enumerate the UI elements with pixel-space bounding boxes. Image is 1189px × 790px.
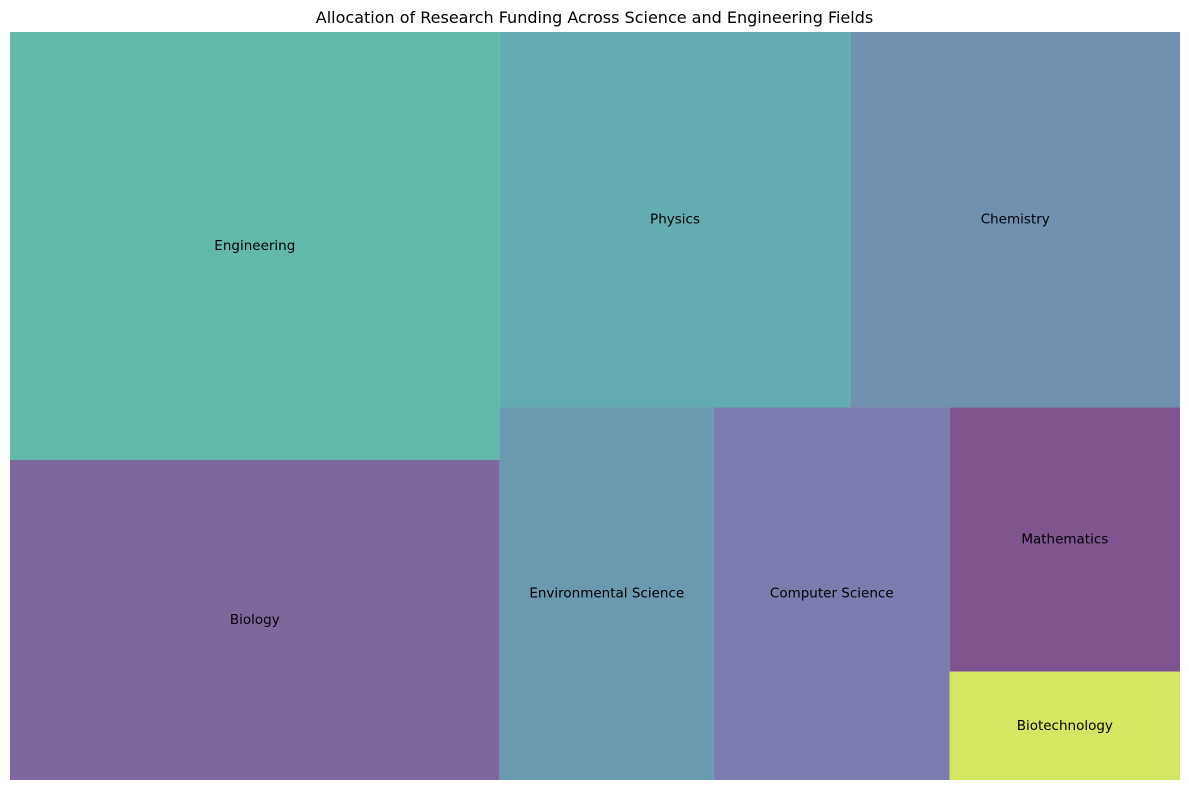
- tile-engineering: [10, 32, 500, 461]
- tile-label-environmental-science: Environmental Science: [529, 586, 684, 602]
- tile-label-mathematics: Mathematics: [1021, 532, 1108, 548]
- tile-label-physics: Physics: [650, 212, 700, 228]
- tile-biotechnology: [949, 671, 1180, 780]
- tile-mathematics: [949, 407, 1180, 672]
- tile-chemistry: [850, 32, 1180, 408]
- tile-label-computer-science: Computer Science: [770, 586, 894, 602]
- tile-label-biology: Biology: [230, 612, 280, 628]
- tile-biology: [10, 460, 500, 780]
- tile-label-chemistry: Chemistry: [981, 212, 1050, 228]
- tile-computer-science: [713, 407, 950, 780]
- tile-label-engineering: Engineering: [214, 238, 295, 254]
- tile-environmental-science: [499, 407, 714, 780]
- tile-label-biotechnology: Biotechnology: [1017, 718, 1113, 734]
- chart-title: Allocation of Research Funding Across Sc…: [315, 8, 874, 27]
- tile-physics: [499, 32, 851, 408]
